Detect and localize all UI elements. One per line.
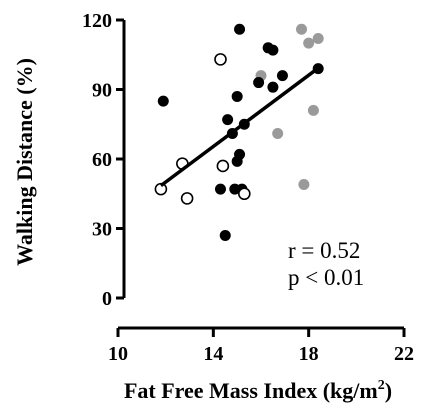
regression-line-group [159, 64, 322, 188]
data-point-gray [296, 23, 308, 35]
data-point-gray [307, 104, 319, 116]
data-point-open [238, 187, 251, 201]
y-axis-title: Walking Distance (%) [12, 58, 37, 266]
data-point-filled [214, 183, 226, 195]
data-point-filled [234, 148, 246, 160]
x-tick-label: 22 [394, 343, 414, 365]
x-axis-title: Fat Free Mass Index (kg/m2) [124, 378, 392, 403]
data-point-filled [157, 95, 169, 107]
annotation-r-value: r = 0.52 [288, 238, 360, 263]
y-tick-label: 0 [102, 288, 112, 310]
data-point-filled [219, 229, 231, 241]
y-tick-label: 30 [92, 219, 112, 241]
x-tick-label: 10 [108, 343, 128, 365]
data-point-filled [267, 81, 279, 93]
data-point-gray [303, 37, 315, 49]
ticks [116, 18, 406, 337]
tick-labels: 0 30 60 90 120 10 14 18 22 [82, 10, 414, 365]
x-tick-label: 18 [299, 343, 319, 365]
annotation-p-value: p < 0.01 [288, 265, 364, 290]
data-points [154, 23, 324, 241]
data-point-gray [312, 33, 324, 45]
x-axis-title-suffix: ) [385, 378, 392, 403]
y-tick-label: 60 [92, 149, 112, 171]
x-axis-title-superscript: 2 [378, 378, 385, 393]
data-point-filled [222, 114, 234, 126]
data-point-filled [231, 90, 243, 102]
data-point-gray [272, 128, 284, 140]
data-point-filled [253, 77, 265, 89]
y-tick-label: 90 [92, 80, 112, 102]
data-point-open [180, 192, 194, 205]
data-point-filled [267, 44, 279, 56]
x-axis-title-main: Fat Free Mass Index (kg/m [124, 378, 378, 403]
data-point-gray [298, 178, 310, 190]
data-point-filled [234, 23, 246, 35]
x-tick-label: 14 [203, 343, 223, 365]
data-point-filled [276, 70, 288, 82]
data-point-open [216, 159, 230, 173]
data-point-open [214, 53, 227, 66]
y-tick-label: 120 [82, 10, 112, 32]
regression-line [159, 64, 322, 188]
